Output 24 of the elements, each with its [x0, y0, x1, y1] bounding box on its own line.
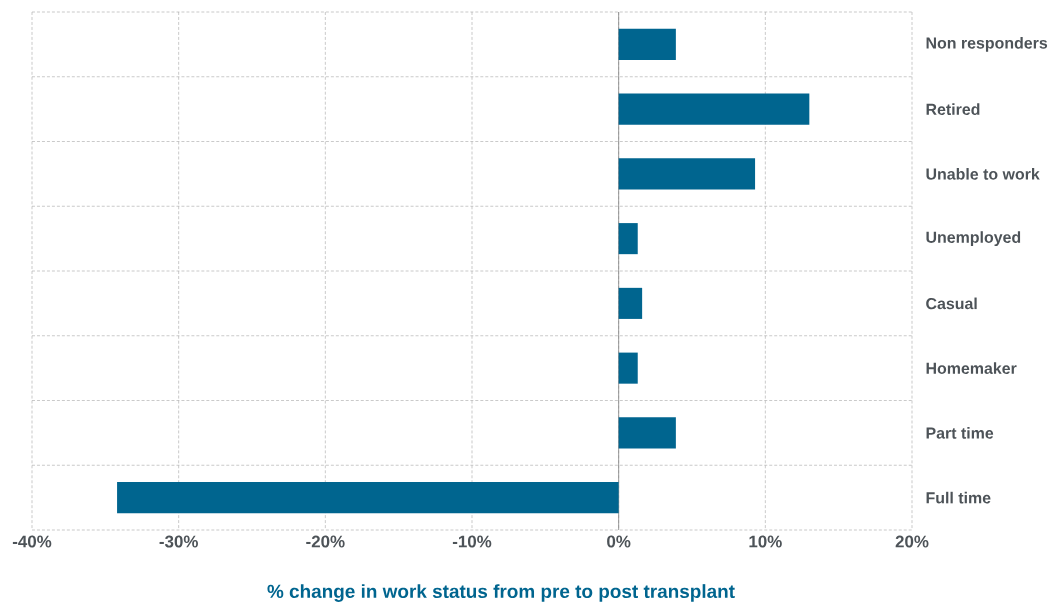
y-tick-label: Unable to work: [926, 168, 1040, 180]
y-tick-label: Homemaker: [926, 362, 1017, 374]
y-tick-label: Unemployed: [926, 231, 1021, 247]
bar: [618, 158, 756, 190]
bar: [618, 287, 643, 319]
bar: [618, 417, 676, 449]
y-tick-label: Part time: [926, 427, 994, 439]
x-tick-label: -30%: [159, 535, 198, 548]
x-axis-title: % change in work status from pre to post transplant: [267, 584, 735, 602]
bar: [618, 223, 638, 255]
x-tick-label: 10%: [749, 535, 782, 548]
y-tick-label: Full time: [926, 491, 991, 504]
bar: [618, 352, 638, 384]
x-tick-label: -20%: [306, 535, 345, 548]
bar: [618, 28, 676, 60]
bar: [618, 93, 810, 125]
x-tick-label: -10%: [452, 535, 492, 548]
bar: [117, 482, 619, 514]
y-tick-label: Non responders: [926, 36, 1048, 52]
x-tick-label: -40%: [12, 535, 52, 548]
x-tick-label: 0%: [607, 535, 631, 548]
x-tick-label: 20%: [895, 535, 929, 548]
y-tick-label: Retired: [926, 103, 980, 115]
y-tick-label: Casual: [926, 297, 977, 310]
